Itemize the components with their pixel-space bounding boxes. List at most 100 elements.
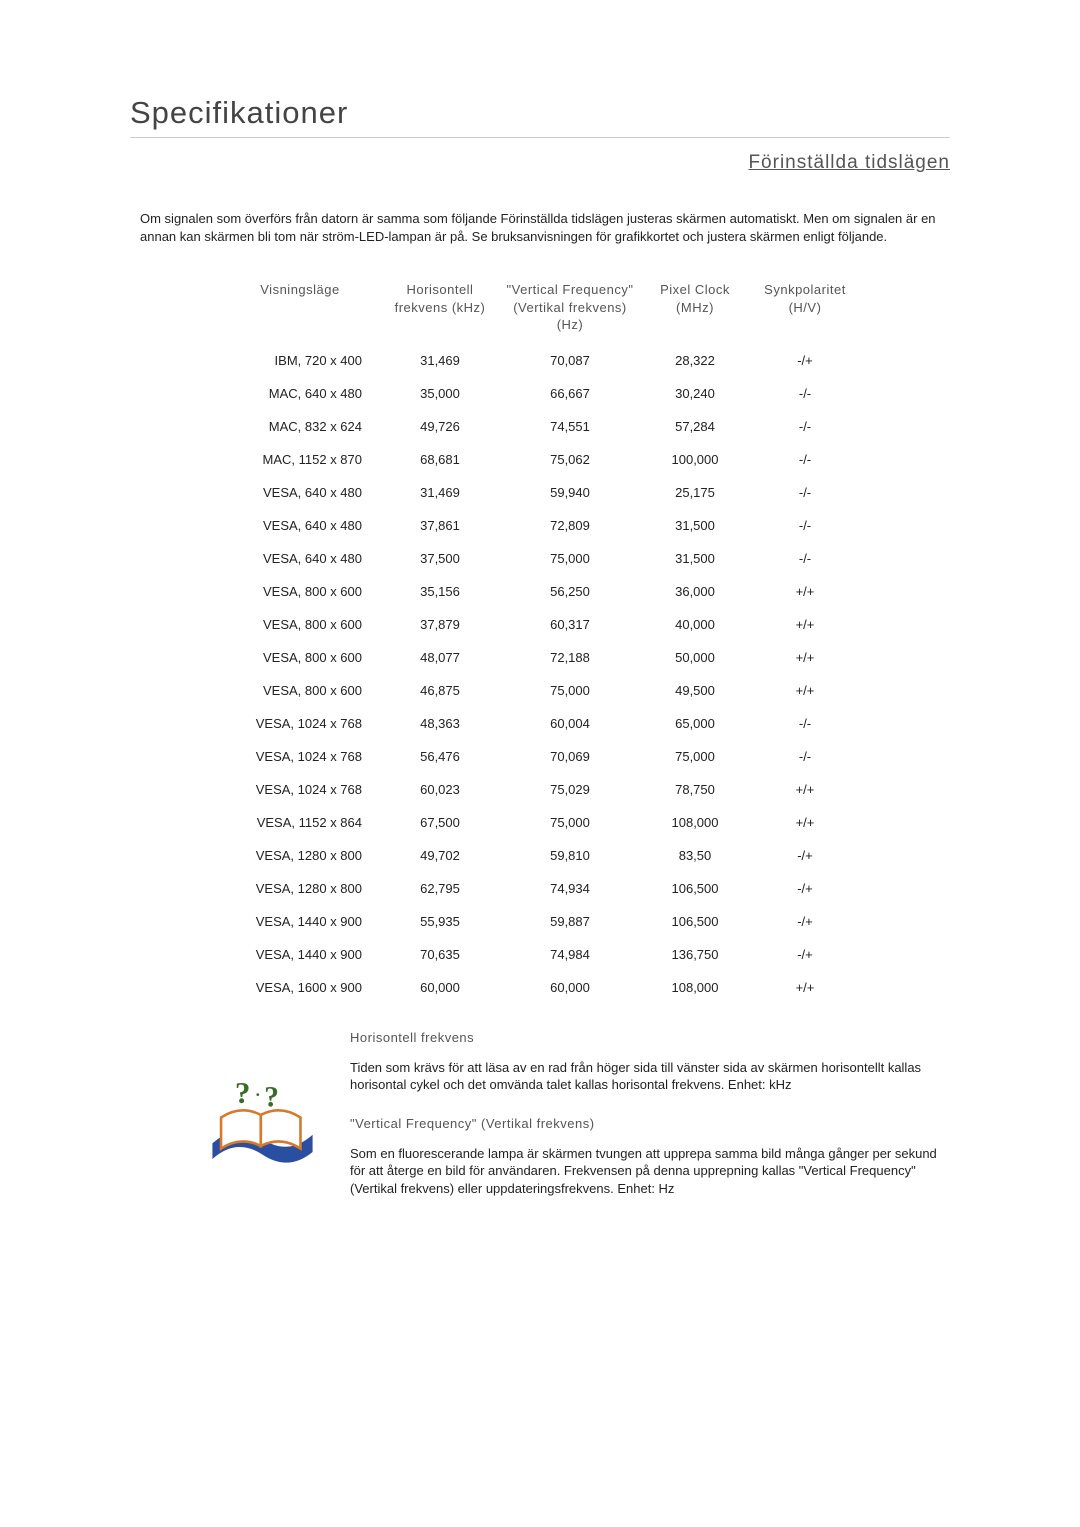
table-cell: 75,000 [500, 551, 640, 566]
table-cell: 78,750 [640, 782, 750, 797]
table-cell: 106,500 [640, 914, 750, 929]
table-cell: VESA, 1024 x 768 [220, 716, 380, 731]
table-cell: -/+ [750, 881, 860, 896]
table-cell: 50,000 [640, 650, 750, 665]
table-cell: 100,000 [640, 452, 750, 467]
table-cell: +/+ [750, 683, 860, 698]
table-row: VESA, 1440 x 90070,63574,984136,750-/+ [220, 938, 860, 971]
table-cell: 108,000 [640, 980, 750, 995]
table-cell: VESA, 800 x 600 [220, 650, 380, 665]
table-cell: 59,887 [500, 914, 640, 929]
section-subtitle: Förinställda tidslägen [130, 152, 950, 174]
table-cell: 70,069 [500, 749, 640, 764]
table-cell: +/+ [750, 980, 860, 995]
table-row: VESA, 800 x 60035,15656,25036,000+/+ [220, 575, 860, 608]
th-sync-polarity: Synkpolaritet (H/V) [750, 271, 860, 344]
table-cell: -/- [750, 485, 860, 500]
table-cell: VESA, 1280 x 800 [220, 881, 380, 896]
table-cell: VESA, 1440 x 900 [220, 947, 380, 962]
table-row: VESA, 1280 x 80062,79574,934106,500-/+ [220, 872, 860, 905]
table-row: VESA, 640 x 48037,50075,00031,500-/- [220, 542, 860, 575]
table-cell: MAC, 640 x 480 [220, 386, 380, 401]
definitions-text: Horisontell frekvens Tiden som krävs för… [350, 1030, 950, 1220]
table-cell: VESA, 1152 x 864 [220, 815, 380, 830]
table-cell: VESA, 800 x 600 [220, 683, 380, 698]
timing-modes-table: Visningsläge Horisontell frekvens (kHz) … [220, 271, 860, 1004]
table-cell: 37,500 [380, 551, 500, 566]
table-cell: 60,023 [380, 782, 500, 797]
table-row: MAC, 832 x 62449,72674,55157,284-/- [220, 410, 860, 443]
table-cell: 48,363 [380, 716, 500, 731]
svg-text:.: . [256, 1081, 260, 1100]
table-cell: 31,500 [640, 551, 750, 566]
table-cell: VESA, 800 x 600 [220, 584, 380, 599]
table-cell: VESA, 1024 x 768 [220, 782, 380, 797]
table-cell: 66,667 [500, 386, 640, 401]
table-cell: 83,50 [640, 848, 750, 863]
table-cell: +/+ [750, 650, 860, 665]
table-cell: 60,317 [500, 617, 640, 632]
svg-text:?: ? [235, 1075, 251, 1110]
table-cell: VESA, 640 x 480 [220, 485, 380, 500]
intro-paragraph: Om signalen som överförs från datorn är … [140, 210, 940, 245]
table-header-row: Visningsläge Horisontell frekvens (kHz) … [220, 271, 860, 344]
th-vfreq: "Vertical Frequency" (Vertikal frekvens)… [500, 271, 640, 344]
table-row: MAC, 640 x 48035,00066,66730,240-/- [220, 377, 860, 410]
table-cell: 75,000 [500, 815, 640, 830]
help-book-icon: ? . ? [210, 1152, 315, 1169]
table-cell: 25,175 [640, 485, 750, 500]
table-row: MAC, 1152 x 87068,68175,062100,000-/- [220, 443, 860, 476]
table-cell: 46,875 [380, 683, 500, 698]
table-cell: 35,000 [380, 386, 500, 401]
hfreq-heading: Horisontell frekvens [350, 1030, 940, 1045]
table-cell: 36,000 [640, 584, 750, 599]
table-row: VESA, 1024 x 76856,47670,06975,000-/- [220, 740, 860, 773]
definitions-section: ? . ? Horisontell frekvens Tiden som krä… [130, 1030, 950, 1220]
table-row: VESA, 1600 x 90060,00060,000108,000+/+ [220, 971, 860, 1004]
table-cell: 56,250 [500, 584, 640, 599]
table-cell: 56,476 [380, 749, 500, 764]
th-display-mode: Visningsläge [220, 271, 380, 344]
document-page: Specifikationer Förinställda tidslägen O… [0, 0, 1080, 1279]
table-cell: 108,000 [640, 815, 750, 830]
table-cell: 67,500 [380, 815, 500, 830]
table-cell: IBM, 720 x 400 [220, 353, 380, 368]
th-pixel-clock: Pixel Clock (MHz) [640, 271, 750, 344]
table-cell: 31,469 [380, 485, 500, 500]
th-hfreq: Horisontell frekvens (kHz) [380, 271, 500, 344]
table-cell: 75,062 [500, 452, 640, 467]
table-cell: 72,809 [500, 518, 640, 533]
hfreq-body: Tiden som krävs för att läsa av en rad f… [350, 1059, 940, 1094]
table-cell: 70,087 [500, 353, 640, 368]
table-row: VESA, 1440 x 90055,93559,887106,500-/+ [220, 905, 860, 938]
table-cell: 74,551 [500, 419, 640, 434]
table-cell: 30,240 [640, 386, 750, 401]
table-row: VESA, 1024 x 76848,36360,00465,000-/- [220, 707, 860, 740]
svg-text:?: ? [264, 1081, 279, 1113]
table-cell: VESA, 640 x 480 [220, 551, 380, 566]
table-cell: 75,000 [500, 683, 640, 698]
table-cell: 75,000 [640, 749, 750, 764]
table-cell: -/- [750, 716, 860, 731]
table-cell: 59,810 [500, 848, 640, 863]
table-cell: 49,726 [380, 419, 500, 434]
table-cell: MAC, 832 x 624 [220, 419, 380, 434]
table-cell: 62,795 [380, 881, 500, 896]
table-cell: 55,935 [380, 914, 500, 929]
table-cell: 75,029 [500, 782, 640, 797]
table-row: VESA, 1280 x 80049,70259,81083,50-/+ [220, 839, 860, 872]
table-cell: VESA, 1024 x 768 [220, 749, 380, 764]
table-cell: 60,000 [500, 980, 640, 995]
table-row: VESA, 1024 x 76860,02375,02978,750+/+ [220, 773, 860, 806]
table-cell: 37,879 [380, 617, 500, 632]
table-cell: 49,702 [380, 848, 500, 863]
table-cell: 59,940 [500, 485, 640, 500]
table-cell: 72,188 [500, 650, 640, 665]
table-cell: +/+ [750, 584, 860, 599]
table-row: IBM, 720 x 40031,46970,08728,322-/+ [220, 344, 860, 377]
table-cell: 60,000 [380, 980, 500, 995]
table-cell: 28,322 [640, 353, 750, 368]
table-body: IBM, 720 x 40031,46970,08728,322-/+MAC, … [220, 344, 860, 1004]
table-row: VESA, 640 x 48031,46959,94025,175-/- [220, 476, 860, 509]
table-cell: +/+ [750, 815, 860, 830]
